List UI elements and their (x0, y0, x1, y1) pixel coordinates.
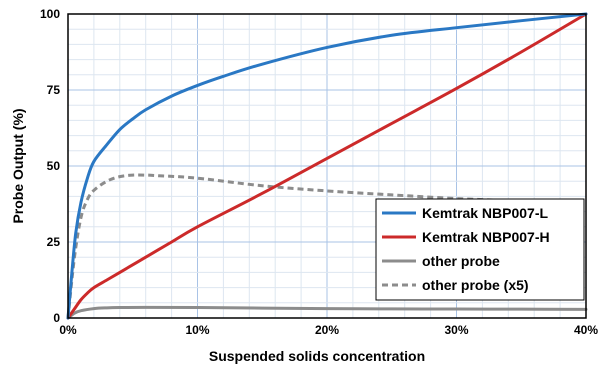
plot-frame (67, 13, 587, 319)
legend-label-other-probe-x5: other probe (x5) (422, 277, 529, 293)
series-line-kemtrak-nbp007-h (66, 12, 588, 320)
x-tick-label: 20% (315, 323, 339, 337)
series-line-kemtrak-nbp007-l (66, 12, 588, 320)
series-lines (66, 12, 588, 320)
x-tick-label: 30% (444, 323, 468, 337)
x-axis-title: Suspended solids concentration (209, 348, 425, 364)
y-tick-label: 0 (53, 311, 60, 325)
series-line-other-probe-x5 (66, 173, 587, 319)
x-tick-label: 10% (185, 323, 209, 337)
x-tick-label: 0% (59, 323, 77, 337)
legend-box (375, 198, 585, 301)
x-tick-label: 40% (574, 323, 598, 337)
y-tick-label: 25 (47, 235, 61, 249)
y-tick-label: 50 (47, 159, 61, 173)
y-tick-label: 100 (40, 7, 60, 21)
legend: Kemtrak NBP007-L Kemtrak NBP007-H other pr… (375, 198, 585, 301)
legend-label-other-probe: other probe (422, 253, 500, 269)
legend-label-kemtrak-nbp007-l: Kemtrak NBP007-L (422, 205, 548, 221)
series-line-other-probe (66, 305, 588, 320)
y-axis-title: Probe Output (%) (10, 108, 26, 223)
tick-labels: 0% 10% 20% 30% 40% 0 25 50 75 100 (40, 7, 598, 337)
y-tick-label: 75 (47, 83, 61, 97)
legend-label-kemtrak-nbp007-h: Kemtrak NBP007-H (422, 229, 550, 245)
